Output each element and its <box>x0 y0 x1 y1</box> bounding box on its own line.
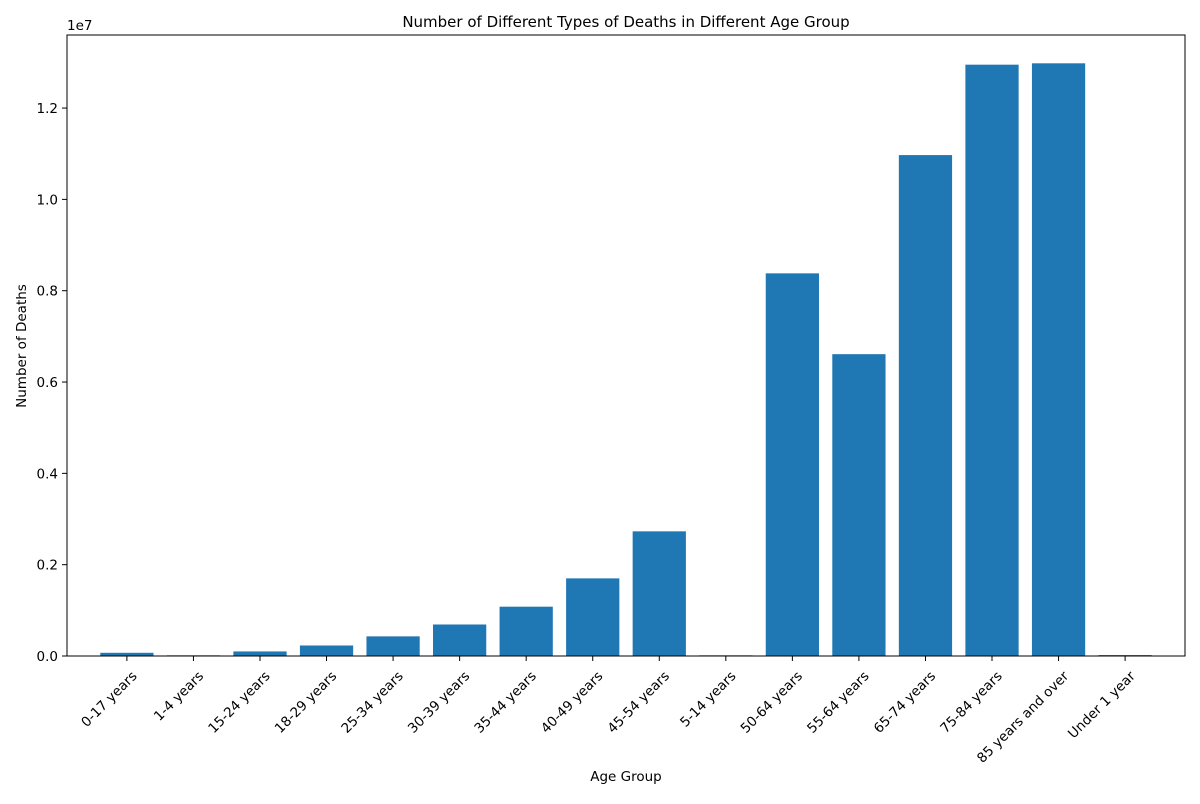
bar <box>299 645 354 656</box>
bar <box>100 652 154 656</box>
x-tick-label: 18-29 years <box>272 668 340 736</box>
x-axis-label: Age Group <box>590 769 662 785</box>
bar <box>765 273 819 656</box>
x-tick-label: 0-17 years <box>78 668 140 730</box>
y-tick-label: 0.6 <box>37 375 58 391</box>
x-tick-label: 55-64 years <box>804 668 872 736</box>
x-tick-label: 40-49 years <box>538 668 606 736</box>
bar <box>632 531 686 656</box>
y-tick-label: 0.4 <box>37 466 58 482</box>
bar <box>1031 63 1086 656</box>
y-axis: 0.0 0.2 0.4 0.6 0.8 1.0 1.2 <box>37 101 67 665</box>
x-tick-label: 15-24 years <box>205 668 273 736</box>
y-tick-label: 0.8 <box>37 284 58 300</box>
x-tick-label: 50-64 years <box>738 668 806 736</box>
bar <box>898 155 953 656</box>
x-tick-label: 25-34 years <box>338 668 406 736</box>
bars-group <box>100 63 1152 656</box>
y-tick-label: 0.2 <box>37 558 58 574</box>
plot-frame <box>66 34 1186 657</box>
x-tick-label: 5-14 years <box>677 668 739 730</box>
x-tick-label: 1-4 years <box>151 668 207 724</box>
bar <box>499 606 553 656</box>
x-tick-label: 45-54 years <box>605 668 673 736</box>
x-tick-label: 30-39 years <box>405 668 473 736</box>
y-tick-label: 1.0 <box>37 192 58 208</box>
y-axis-offset-label: 1e7 <box>67 18 92 34</box>
chart-title: Number of Different Types of Deaths in D… <box>402 13 849 31</box>
y-tick-label: 1.2 <box>37 101 58 117</box>
bar <box>965 64 1019 656</box>
bar <box>433 624 487 656</box>
x-tick-label: Under 1 year <box>1065 668 1139 742</box>
bar <box>366 636 420 656</box>
bar <box>832 354 886 656</box>
bar <box>233 651 287 656</box>
y-tick-label: 0.0 <box>37 649 58 665</box>
x-tick-label: 35-44 years <box>471 668 539 736</box>
bar <box>566 578 620 656</box>
y-axis-label: Number of Deaths <box>14 284 30 408</box>
x-tick-label: 65-74 years <box>871 668 939 736</box>
x-tick-label: 75-84 years <box>937 668 1005 736</box>
